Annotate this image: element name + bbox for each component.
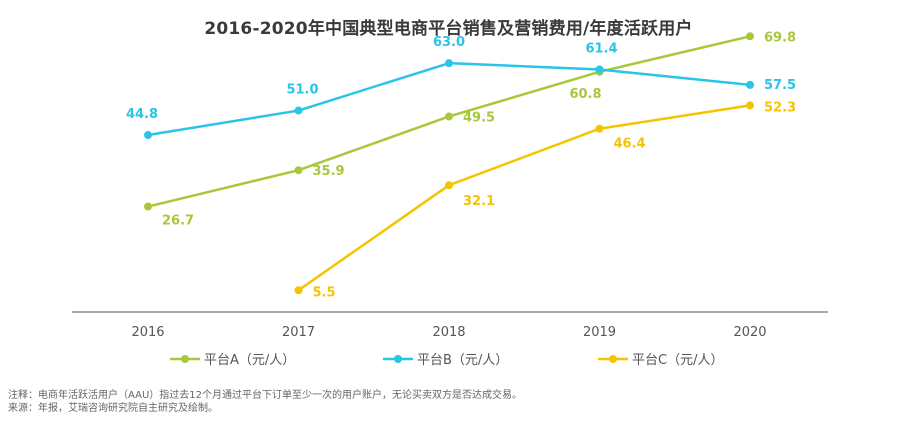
data-point-1-2017 <box>294 106 303 115</box>
data-point-0-2016 <box>144 202 152 211</box>
x-tick-label-2018: 2018 <box>432 325 465 340</box>
legend-marker-0 <box>181 355 189 363</box>
legend: 平台A（元/人） 平台B（元/人） 平台C（元/人） <box>170 353 723 368</box>
x-tick-label-2016: 2016 <box>131 325 164 340</box>
footnotes: 注释：电商年活跃活用户（AAU）指过去12个月通过平台下订单至少一次的用户账户，… <box>8 389 522 415</box>
x-axis-ticks: 2016 2017 2018 2019 2020 <box>131 325 766 340</box>
data-label-1-2019: 61.4 <box>585 41 617 56</box>
data-label-1-2018: 63.0 <box>433 35 465 50</box>
data-label-0-2018: 49.5 <box>463 110 495 125</box>
legend-label-1: 平台B（元/人） <box>417 353 508 368</box>
data-label-1-2020: 57.5 <box>764 78 796 93</box>
data-point-2-2020 <box>746 101 754 110</box>
data-label-0-2017: 35.9 <box>313 164 345 179</box>
series-line-1 <box>147 61 751 137</box>
series-layer <box>144 32 754 295</box>
data-label-2-2018: 32.1 <box>463 194 495 209</box>
data-point-2-2019 <box>595 124 604 133</box>
series-line-2 <box>297 104 751 292</box>
x-tick-label-2020: 2020 <box>733 325 766 340</box>
data-label-0-2020: 69.8 <box>764 30 796 45</box>
legend-label-2: 平台C（元/人） <box>632 353 723 368</box>
data-point-2-2017 <box>294 286 303 295</box>
chart-title: 2016-2020年中国典型电商平台销售及营销费用/年度活跃用户 <box>204 19 693 39</box>
legend-marker-1 <box>394 355 402 363</box>
x-tick-label-2017: 2017 <box>282 325 315 340</box>
footnote-source: 来源：年报，艾瑞咨询研究院自主研究及绘制。 <box>8 403 218 414</box>
footnote-note: 注释：电商年活跃活用户（AAU）指过去12个月通过平台下订单至少一次的用户账户，… <box>8 390 523 401</box>
data-point-1-2020 <box>746 80 754 89</box>
data-label-0-2016: 26.7 <box>162 214 194 229</box>
data-label-1-2017: 51.0 <box>286 83 318 98</box>
data-label-2-2019: 46.4 <box>614 137 646 152</box>
data-labels-layer: 26.7 35.9 49.5 60.8 69.8 44.8 51.0 63.0 61.4 57.5… <box>126 30 796 300</box>
data-label-2-2020: 52.3 <box>764 100 796 115</box>
x-tick-label-2019: 2019 <box>583 325 616 340</box>
data-point-1-2018 <box>445 59 453 68</box>
legend-label-0: 平台A（元/人） <box>204 353 295 368</box>
data-point-0-2018 <box>445 112 453 121</box>
data-point-1-2019 <box>595 65 604 74</box>
legend-marker-2 <box>609 355 617 363</box>
data-label-2-2017: 5.5 <box>313 285 336 300</box>
data-point-0-2020 <box>746 32 754 41</box>
data-point-2-2018 <box>445 181 453 190</box>
data-point-0-2017 <box>294 166 303 175</box>
data-label-1-2016: 44.8 <box>126 107 158 122</box>
data-point-1-2016 <box>144 131 152 140</box>
data-label-0-2019: 60.8 <box>569 87 601 102</box>
